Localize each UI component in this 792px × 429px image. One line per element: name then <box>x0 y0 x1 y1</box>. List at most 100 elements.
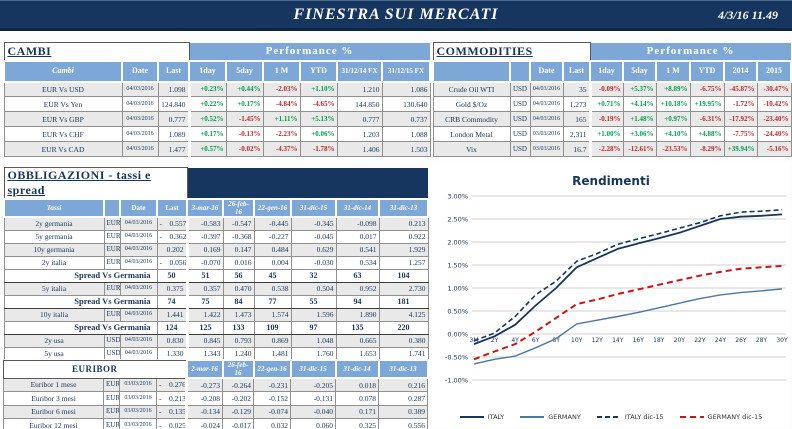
cell-history: -0.070 <box>185 255 224 270</box>
spread-row: Spread Vs Germania 74 75 84 77 55 94 181 <box>3 294 429 309</box>
chart-legend: ITALY GERMANY ITALY dic-15 GERMANY dic-15 <box>432 413 790 421</box>
x-axis-label: 22Y <box>694 337 706 344</box>
cell-perf: +4.14% <box>622 96 657 112</box>
col-header-31dic15: 31-dic-15 <box>289 359 337 379</box>
rendimenti-plot: 3.00% 2.50% 2.00% 1.50% 1.00% 0.50% 0.00% -0.50… <box>445 192 788 384</box>
cell-perf: +4.88% <box>689 126 725 142</box>
cell-history: 0.004 <box>253 255 292 270</box>
col-header-31dic14: 31-dic-14 <box>334 359 380 379</box>
x-axis-label: 4Y <box>511 337 519 344</box>
cell-date: 04/03/2016 <box>121 141 159 157</box>
cell-perf: +0.17% <box>225 96 264 112</box>
cambi-performance-header: Performance % <box>188 42 431 61</box>
cell-last: 1.441 <box>156 307 188 322</box>
cell-last: - 0.213 <box>155 391 188 406</box>
cell-perf: -0.13% <box>225 126 264 142</box>
cell-last: 0.830 <box>156 333 188 348</box>
legend-line-sample <box>679 416 704 418</box>
table-row: EUR Vs Yen 04/03/2016 124.840 +0.22% +0.17% -… <box>3 96 431 112</box>
cell-perf: +0.22% <box>187 96 227 112</box>
cell-last: 1.098 <box>157 81 190 97</box>
legend-label: ITALY <box>487 413 505 421</box>
cell-history: 0.629 <box>290 242 337 257</box>
col-header-26feb16: 26-feb-16 <box>221 359 255 379</box>
cell-perf: +0.44% <box>225 81 264 97</box>
col-header-3mar16: 3-mar-16 <box>186 198 224 218</box>
cell-perf: +1.11% <box>262 111 301 127</box>
cell-history: -0.098 <box>335 216 380 231</box>
cell-last: 124.840 <box>157 96 190 112</box>
cell-name: 5y italia <box>3 281 105 296</box>
table-row: 2y usa USD 04/03/2016 0.830 0.845 0.793 0.869 1… <box>3 333 429 348</box>
legend-item: ITALY dic-15 <box>596 413 664 421</box>
cell-history: 0.325 <box>335 418 380 429</box>
cell-currency: USD <box>509 81 531 97</box>
cell-date: 04/03/2016 <box>529 81 564 97</box>
table-row: Crude Oil WTI USD 04/03/2016 35 -0.09% +5.37%… <box>432 81 792 97</box>
spread-value: 104 <box>378 268 429 283</box>
cell-perf: +5.13% <box>299 111 338 127</box>
table-row: London Metal USD 03/03/2016 2,311 +1.00% +3.0… <box>432 126 792 142</box>
cell-history: -0.273 <box>185 377 224 392</box>
legend-label: GERMANY <box>548 413 581 421</box>
cell-name: EUR Vs CHF <box>3 126 123 142</box>
table-row: Euribor 12 mesi EUR 03/03/2016- 0.025 -0.02… <box>3 418 429 429</box>
col-header-5day: 5day <box>622 59 657 83</box>
cell-perf: -12.61% <box>622 141 657 157</box>
cell-name: Gold $/Oz <box>432 96 511 112</box>
cell-fx15: 1.086 <box>381 81 431 97</box>
cell-name: EUR Vs GBP <box>3 111 123 127</box>
cell-name: EUR Vs USD <box>3 81 123 97</box>
cell-date: 04/03/2016 <box>119 307 158 322</box>
table-row: EUR Vs CHF 04/03/2016 1.089 +0.17% -0.13% -2.… <box>3 126 431 142</box>
cell-last: 0.202 <box>156 242 188 257</box>
cell-date: 04/03/2016 <box>529 111 564 127</box>
col-header-31dic13: 31-dic-13 <box>377 359 429 379</box>
cell-currency: EUR <box>103 229 121 244</box>
cell-perf: -23.40% <box>756 111 792 127</box>
cell-name: Euribor 12 mesi <box>3 418 104 429</box>
col-header-1m: 1 M <box>262 59 302 83</box>
cell-history: 0.060 <box>290 418 337 429</box>
cell-history: 0.380 <box>378 333 429 348</box>
cell-history: 4.125 <box>378 307 429 322</box>
cell-history: -0.074 <box>253 404 292 419</box>
col-header-date: Date <box>121 59 159 83</box>
spread-row: Spread Vs Germania 124 125 133 109 97 135 220 <box>3 320 429 335</box>
cell-currency: USD <box>509 126 531 142</box>
cell-history: 2.730 <box>378 281 429 296</box>
table-row: EUR Vs USD 04/03/2016 1.098 +0.23% +0.44% -2.… <box>3 81 431 97</box>
cell-perf: +0.71% <box>588 96 624 112</box>
cell-last: - 0.362 <box>156 229 188 244</box>
cell-date: 04/03/2016 <box>119 333 158 348</box>
cell-history: 0.016 <box>222 255 255 270</box>
col-header-1day: 1day <box>188 59 228 83</box>
cell-history: -0.345 <box>290 216 337 231</box>
table-row: CRB Commodity USD 04/03/2016 165 -0.19% +1.48… <box>432 111 792 127</box>
cell-name: Euribor 6 mesi <box>3 404 104 419</box>
cell-perf: +0.97% <box>655 111 691 127</box>
legend-item: GERMANY <box>520 413 581 421</box>
cell-name: 2y usa <box>3 333 105 348</box>
cell-name: EUR Vs Yen <box>3 96 123 112</box>
cell-history: 0.357 <box>185 281 224 296</box>
cell-name: 5y germania <box>3 229 105 244</box>
table-row: 2y germania EUR 04/03/2016- 0.557 -0.583 -0.… <box>3 216 429 231</box>
y-axis-label: -0.50% <box>445 353 468 361</box>
col-header-last: Last <box>156 198 188 218</box>
header-datetime: 4/3/16 11.49 <box>717 8 778 22</box>
x-axis-label: 10Y <box>571 337 583 344</box>
cell-perf: -1.45% <box>225 111 264 127</box>
cell-name: Euribor 1 mese <box>3 377 104 392</box>
table-row: 10y italia EUR 04/03/2016 1.441 1.422 1.473 1.… <box>3 307 429 322</box>
chart-title: Rendimenti <box>572 174 650 188</box>
y-axis-label: 1.50% <box>447 261 468 269</box>
col-header-last: Last <box>562 59 591 83</box>
cell-date: 04/03/2016 <box>119 242 158 257</box>
euribor-panel: EURIBOR 2-mar-16 26-feb-16 22-gen-16 31-… <box>2 359 429 429</box>
cell-fx14: 1.210 <box>336 81 383 97</box>
cell-history: 0.504 <box>290 281 337 296</box>
cell-history: -0.152 <box>253 391 292 406</box>
cell-last: - 0.557 <box>156 216 188 231</box>
